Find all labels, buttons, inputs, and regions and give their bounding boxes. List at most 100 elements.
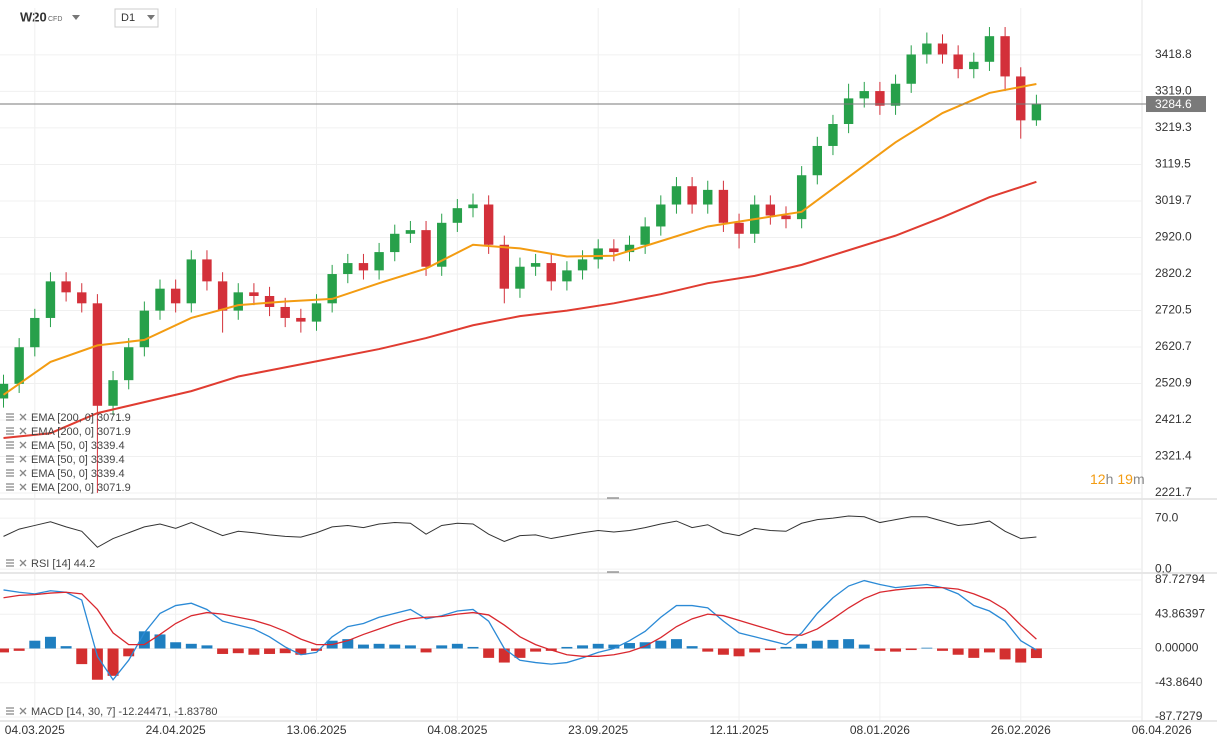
y-tick-label: 87.72794 [1155, 572, 1205, 586]
candle-body [437, 222, 447, 267]
legend-menu-icon [6, 413, 14, 421]
candle-body [656, 204, 666, 227]
candle-body [812, 145, 822, 176]
candle-body [30, 317, 40, 348]
histogram-bar [1030, 648, 1042, 659]
y-tick-label: 2421.2 [1155, 412, 1192, 426]
candle-body [609, 248, 619, 253]
candle-body [828, 124, 838, 146]
candle-body [343, 263, 353, 275]
histogram-bar [811, 640, 823, 649]
legend-entry: EMA [200, 0] 3071.9 [31, 482, 131, 494]
candle-body [546, 263, 556, 282]
x-tick-label: 04.03.2025 [5, 723, 65, 737]
countdown-hours: 12 [1090, 471, 1106, 487]
candle-body [124, 347, 134, 381]
y-tick-label: 0.00000 [1155, 641, 1199, 655]
candle-body [468, 204, 478, 209]
candle-body [61, 281, 71, 293]
candle-body [155, 288, 165, 311]
ema-line [2, 82, 1037, 396]
candle-body [452, 208, 463, 223]
histogram-bar [0, 648, 9, 653]
legend-menu-icon [6, 455, 14, 463]
candle-body [108, 380, 118, 406]
timeframe-dropdown[interactable] [147, 15, 155, 20]
histogram-bar [467, 646, 479, 649]
y-tick-label: 2720.5 [1155, 303, 1192, 317]
histogram-bar [514, 648, 526, 658]
candle-body [14, 347, 24, 384]
x-tick-label: 26.02.2026 [991, 723, 1051, 737]
symbol-dropdown[interactable] [72, 15, 80, 20]
candle-body [671, 186, 682, 205]
histogram-bar [796, 643, 808, 649]
candle-body [640, 226, 650, 245]
histogram-bar [420, 648, 432, 653]
indicator-label: MACD [14, 30, 7] -12.24471, -1.83780 [31, 706, 218, 718]
y-tick-label: 2321.4 [1155, 449, 1192, 463]
countdown: 12h 19m [1090, 471, 1145, 487]
candle-body [421, 230, 431, 267]
histogram-bar [389, 644, 401, 649]
indicator-close-icon [19, 707, 27, 715]
candle-body [734, 222, 744, 234]
histogram-bar [248, 648, 260, 655]
y-tick-label: 3119.5 [1155, 157, 1191, 171]
candle-body [296, 317, 306, 322]
legend-menu-icon [6, 483, 14, 491]
histogram-bar [154, 634, 166, 649]
timeframe[interactable]: D1 [121, 12, 135, 24]
candle-body [922, 43, 932, 55]
histogram-bar [577, 645, 589, 649]
candle-body [77, 292, 87, 304]
candle-body [765, 204, 776, 216]
histogram-bar [357, 644, 369, 649]
timeframe-box[interactable] [114, 8, 159, 28]
histogram-bar [749, 648, 761, 653]
x-tick-label: 12.11.2025 [709, 723, 768, 737]
y-tick-label: 2221.7 [1155, 485, 1192, 499]
candle-body [781, 215, 791, 220]
histogram-bar [232, 648, 244, 654]
candle-body [593, 248, 603, 260]
histogram-bar [827, 639, 839, 649]
legend-entry: EMA [200, 0] 3071.9 [31, 426, 131, 438]
candle-body [1016, 76, 1026, 121]
candle-body [327, 274, 337, 304]
y-tick-label: 2920.0 [1155, 230, 1192, 244]
y-tick-label: 3418.8 [1155, 47, 1192, 61]
candle-body [859, 91, 869, 99]
candle-body [186, 259, 196, 304]
legend-close-icon [19, 469, 27, 477]
y-tick-label: 3319.0 [1155, 84, 1192, 98]
candle-body [358, 263, 369, 271]
y-tick-label: 3219.3 [1155, 120, 1192, 134]
candle-body [280, 306, 290, 318]
candle-body [875, 91, 885, 106]
histogram-bar [498, 648, 510, 663]
y-tick-label: 3019.7 [1155, 193, 1192, 207]
histogram-bar [279, 648, 291, 654]
candle-body [984, 36, 995, 62]
candle-body [139, 310, 150, 348]
y-tick-label: 70.0 [1155, 510, 1179, 524]
candle-body [405, 230, 416, 234]
symbol[interactable]: W20 [20, 9, 47, 24]
candle-body [515, 266, 525, 289]
candle-body [249, 292, 259, 296]
histogram-bar [733, 648, 745, 657]
histogram-bar [702, 648, 714, 652]
histogram-bar [451, 643, 463, 649]
histogram-bar [264, 648, 276, 654]
x-tick-label: 06.04.2026 [1132, 723, 1192, 737]
legend-menu-icon [6, 427, 14, 435]
candle-body [577, 259, 588, 271]
x-tick-label: 23.09.2025 [568, 723, 628, 737]
y-tick-label: 43.86397 [1155, 606, 1205, 620]
histogram-bar [999, 648, 1011, 660]
candle-body [311, 303, 322, 322]
candle-body [703, 189, 713, 205]
